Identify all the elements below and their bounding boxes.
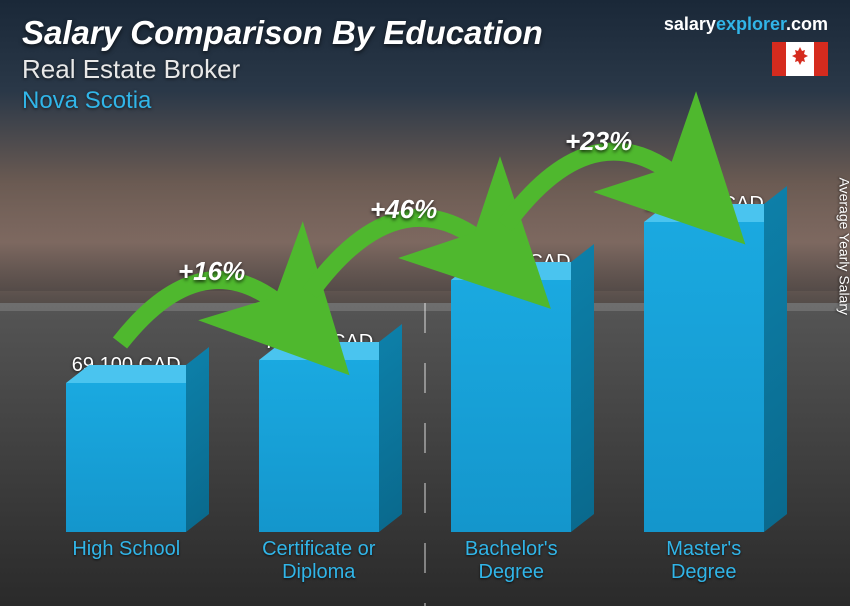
- salary-bar-chart: 69,100 CAD 79,900 CAD 117,000 CAD: [30, 68, 800, 588]
- bar: [644, 222, 764, 532]
- bar-side-face: [379, 324, 402, 532]
- bar-slot: 144,000 CAD: [608, 193, 801, 532]
- brand-text-accent: explorer: [716, 14, 786, 34]
- brand-text-1: salary: [664, 14, 716, 34]
- category-label: Certificate orDiploma: [223, 538, 416, 588]
- category-label: Master'sDegree: [608, 538, 801, 588]
- bar: [66, 383, 186, 532]
- category-labels: High School Certificate orDiploma Bachel…: [30, 538, 800, 588]
- brand-logo: salaryexplorer.com: [664, 14, 828, 35]
- brand-suffix: .com: [786, 14, 828, 34]
- bar-side-face: [764, 186, 787, 532]
- bar-front-face: [259, 360, 379, 532]
- bar-side-face: [186, 347, 209, 532]
- bar-slot: 69,100 CAD: [30, 354, 223, 532]
- bar-slot: 79,900 CAD: [223, 331, 416, 532]
- yaxis-label: Average Yearly Salary: [836, 178, 850, 316]
- bar-front-face: [451, 280, 571, 532]
- category-label: High School: [30, 538, 223, 588]
- bar-front-face: [644, 222, 764, 532]
- category-label: Bachelor'sDegree: [415, 538, 608, 588]
- bar-slot: 117,000 CAD: [415, 251, 608, 532]
- bars-container: 69,100 CAD 79,900 CAD 117,000 CAD: [30, 68, 800, 532]
- bar-side-face: [571, 244, 594, 532]
- bar: [259, 360, 379, 532]
- bar-front-face: [66, 383, 186, 532]
- bar: [451, 280, 571, 532]
